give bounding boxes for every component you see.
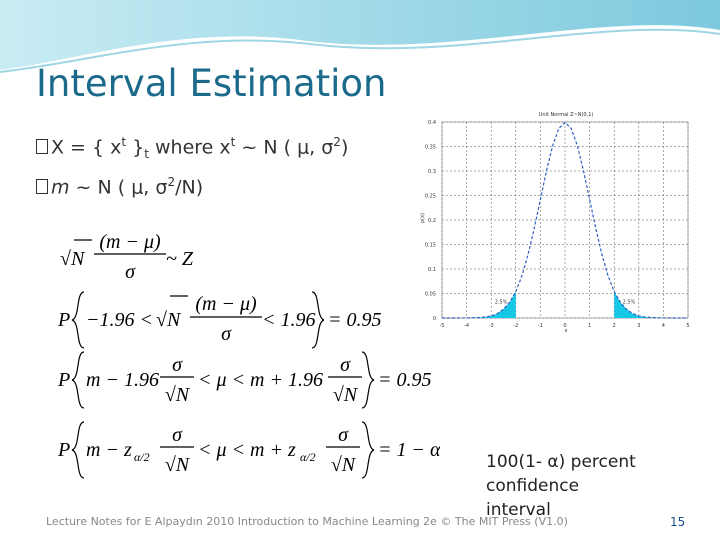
brace [71, 421, 85, 479]
y-tick-label: 0.05 [425, 292, 436, 298]
eq-text: = 0.95 [378, 369, 432, 391]
line [441, 121, 689, 319]
brace [311, 291, 325, 349]
eq-text: σ [340, 354, 351, 376]
chart: Unit Normal Z~N(0,1) x p(x) 0 0.05 0.1 0.15… [416, 106, 696, 336]
eq-text: = 0.95 [328, 309, 382, 331]
eq-text: σ [125, 261, 136, 283]
x-tick-label: -2 [513, 323, 518, 329]
text: } [126, 136, 145, 159]
note-line: 100(1- α) percent [486, 452, 636, 472]
x-tick-label: 1 [588, 323, 591, 329]
text: ~ N ( μ, σ [235, 136, 334, 159]
eq-text: P [57, 309, 70, 331]
eq-text: α/2 [134, 450, 150, 464]
annotation: 2.5% [495, 299, 508, 305]
y-tick-label: 0.15 [425, 243, 436, 249]
eq-text: σ [221, 323, 232, 345]
eq-text: P [57, 439, 70, 461]
eq-text: √N [165, 384, 191, 406]
brace [71, 351, 85, 409]
eq-text: < 1.96 [262, 309, 316, 331]
eq-text: = 1 − α [378, 439, 440, 461]
text: 2 [167, 175, 176, 189]
eq-text: P [57, 369, 70, 391]
eq-text: √N [331, 454, 357, 476]
eq-text: σ [172, 354, 183, 376]
eq-text: < μ < m + z [198, 439, 296, 461]
text: t [144, 147, 149, 162]
brace [361, 351, 375, 409]
eq-text: √N [333, 384, 359, 406]
tail-area [614, 291, 688, 318]
text: X = { x [51, 136, 122, 159]
eq-text: √N [156, 309, 182, 331]
bullet: X = { xt }t where xt ~ N ( μ, σ2) [36, 135, 348, 161]
eq-text: σ [172, 424, 183, 446]
text: t [121, 135, 127, 149]
eq-text: √N [165, 454, 191, 476]
x-axis-label: x [565, 328, 568, 334]
text: where x [148, 136, 231, 159]
x-tick-label: -1 [538, 323, 543, 329]
text: m [51, 176, 70, 199]
note-line: confidence [486, 476, 580, 496]
bullet-marker [36, 139, 48, 155]
brace [361, 421, 375, 479]
bullet-marker [36, 179, 48, 195]
text: /N) [175, 176, 204, 199]
x-tick-label: -3 [489, 323, 494, 329]
y-tick-label: 0 [433, 316, 436, 322]
eq-text: m − 1.96 [86, 369, 159, 391]
note-line: interval [486, 500, 551, 520]
x-tick-label: 2 [613, 323, 616, 329]
slide-title: Interval Estimation [36, 62, 387, 105]
bullet: m ~ N ( μ, σ2/N) [36, 175, 203, 198]
brace [71, 291, 85, 349]
footer: Lecture Notes for E Alpaydın 2010 Introd… [46, 515, 568, 528]
x-tick-label: 0 [563, 323, 566, 329]
wave [0, 0, 720, 70]
page-number: 15 [670, 515, 686, 529]
eq-text: α/2 [300, 450, 316, 464]
eq-text: (m − μ) [195, 293, 257, 315]
y-axis-label: p(x) [420, 213, 426, 223]
y-tick-label: 0.35 [425, 145, 436, 151]
eq-text: < μ < m + 1.96 [198, 369, 323, 391]
chart-background [416, 106, 696, 336]
x-tick-label: 3 [637, 323, 640, 329]
header-decoration [0, 0, 720, 73]
chart-title: Unit Normal Z~N(0,1) [539, 112, 594, 118]
eq-text: −1.96 < [86, 309, 153, 331]
text: t [230, 135, 236, 149]
x-tick-label: 4 [662, 323, 665, 329]
annotation: 2.5% [623, 299, 636, 305]
x-tick-label: -5 [440, 323, 445, 329]
tail-area [442, 291, 516, 318]
eq-text: σ [338, 424, 349, 446]
y-tick-label: 0.3 [428, 169, 436, 175]
x-tick-label: -4 [464, 323, 469, 329]
eq-text: (m − μ) [99, 231, 161, 253]
eq-text: √N [60, 248, 86, 270]
eq-text: m − z [86, 439, 132, 461]
wave-line [0, 28, 720, 73]
eq-text: ~ Z [166, 248, 194, 270]
y-tick-label: 0.25 [425, 194, 436, 200]
text: ) [340, 136, 349, 159]
y-tick-label: 0.1 [428, 267, 436, 273]
equations: √N (m − μ) σ ~ Z P −1.96 < √N (m − μ) σ … [57, 231, 440, 479]
x-tick-label: 5 [686, 323, 689, 329]
y-tick-label: 0.2 [428, 218, 436, 224]
text: 2 [333, 135, 341, 149]
text: ~ N ( μ, σ [69, 176, 168, 199]
y-tick-label: 0.4 [428, 120, 436, 126]
rules [71, 239, 375, 479]
